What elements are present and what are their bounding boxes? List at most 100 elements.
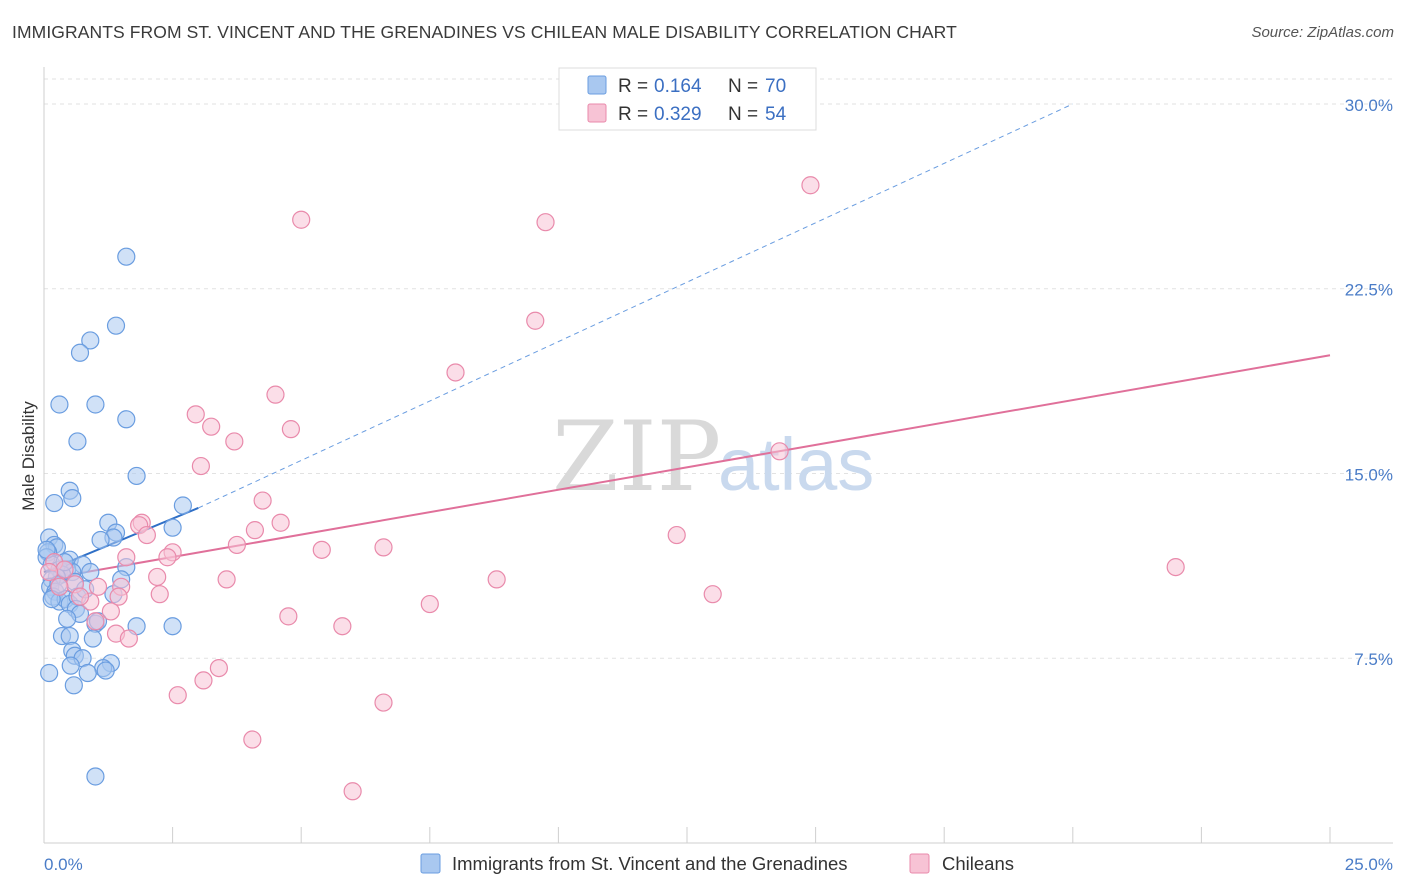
point-pink-42 [279,607,298,626]
point-blue-3 [70,343,90,362]
point-blue-51 [83,629,102,648]
bottom-legend-label-pink: Chileans [942,853,1014,874]
point-pink-40 [420,594,439,614]
point-blue-60 [64,676,83,695]
point-pink-23 [158,548,177,567]
legend-r-label-blue: R = [618,76,648,97]
point-pink-24 [117,548,136,567]
point-blue-68 [81,562,100,582]
point-blue-58 [61,656,80,675]
point-pink-27 [55,560,74,579]
legend-n-value-pink: 54 [765,104,787,125]
legend-n-label-blue: N = [728,76,758,97]
legend-swatch-pink [587,103,607,123]
points-layer [37,176,1185,801]
point-blue-4 [50,395,69,414]
point-pink-32 [88,577,108,596]
point-blue-61 [40,663,59,683]
source-credit: Source: ZipAtlas.com [1251,24,1394,41]
legend-r-label-pink: R = [618,104,648,125]
point-pink-30 [487,570,506,589]
point-blue-59 [78,663,97,683]
point-pink-16 [245,521,265,540]
point-blue-2 [81,331,100,350]
y-tick-label-3: 30.0% [1345,96,1393,115]
watermark-zip: ZIP [552,401,721,513]
point-blue-0 [117,247,136,266]
legend-n-label-pink: N = [728,104,758,125]
point-blue-1 [106,316,126,335]
point-blue-5 [86,395,105,414]
y-axis-label: Male Disability [19,401,38,511]
point-blue-7 [68,432,87,451]
point-pink-37 [109,587,128,606]
point-pink-3 [526,311,545,330]
point-pink-5 [266,385,285,404]
legend-n-value-blue: 70 [765,76,786,97]
point-blue-10 [63,489,82,508]
point-blue-57 [96,661,115,680]
point-pink-8 [281,420,301,439]
point-blue-48 [163,617,182,636]
watermark: ZIP atlas [552,401,874,513]
point-pink-15 [271,513,290,532]
x-tick-label-left: 0.0% [44,855,83,874]
point-pink-52 [40,562,59,582]
y-tick-labels: 7.5% 15.0% 22.5% 30.0% [1345,96,1393,669]
point-pink-50 [243,730,262,749]
point-pink-43 [333,617,352,636]
top-legend: R = 0.164 N = 70 R = 0.329 N = 54 [558,67,817,131]
y-tick-label-2: 22.5% [1345,281,1393,300]
point-pink-2 [536,213,555,232]
point-pink-39 [70,587,90,606]
point-pink-49 [374,693,393,712]
watermark-atlas: atlas [718,423,874,506]
point-pink-12 [253,491,272,510]
bottom-legend-label-blue: Immigrants from St. Vincent and the Gren… [452,853,848,874]
point-blue-12 [173,496,192,515]
point-pink-4 [446,363,465,382]
point-pink-0 [801,176,820,195]
point-pink-48 [168,686,187,705]
chart-title: IMMIGRANTS FROM ST. VINCENT AND THE GREN… [12,22,957,42]
grid-layer [44,78,1393,659]
point-blue-45 [58,609,77,628]
legend-r-value-pink: 0.329 [654,104,702,125]
bottom-legend: Immigrants from St. Vincent and the Gren… [420,853,1014,874]
legend-swatch-blue [587,75,607,95]
point-pink-33 [50,577,69,596]
point-pink-46 [209,658,228,678]
point-pink-25 [1166,557,1185,577]
point-pink-21 [312,540,331,559]
point-pink-9 [225,432,244,451]
point-pink-53 [86,612,105,631]
point-pink-1 [292,210,311,229]
point-pink-18 [667,525,686,545]
trend-pink [43,354,1331,581]
y-tick-label-1: 15.0% [1345,465,1393,484]
bottom-legend-swatch-blue [420,853,441,874]
point-blue-14 [163,518,182,537]
point-pink-47 [194,671,213,690]
point-pink-10 [770,442,789,461]
point-pink-51 [343,782,362,801]
y-tick-label-0: 7.5% [1354,650,1393,669]
point-blue-62 [86,767,105,786]
point-blue-17 [91,530,110,550]
legend-r-value-blue: 0.164 [654,76,702,97]
bottom-legend-swatch-pink [909,853,930,874]
point-pink-20 [374,538,393,557]
point-pink-11 [191,456,210,476]
point-pink-7 [202,417,221,436]
point-pink-41 [101,602,120,621]
point-blue-6 [117,410,136,429]
point-pink-45 [119,629,138,648]
point-pink-19 [227,535,246,555]
point-pink-36 [703,585,722,604]
point-pink-28 [148,567,167,587]
point-blue-11 [45,493,64,513]
point-blue-8 [127,466,146,486]
point-pink-6 [186,405,205,424]
x-tick-label-right: 25.0% [1345,855,1393,874]
